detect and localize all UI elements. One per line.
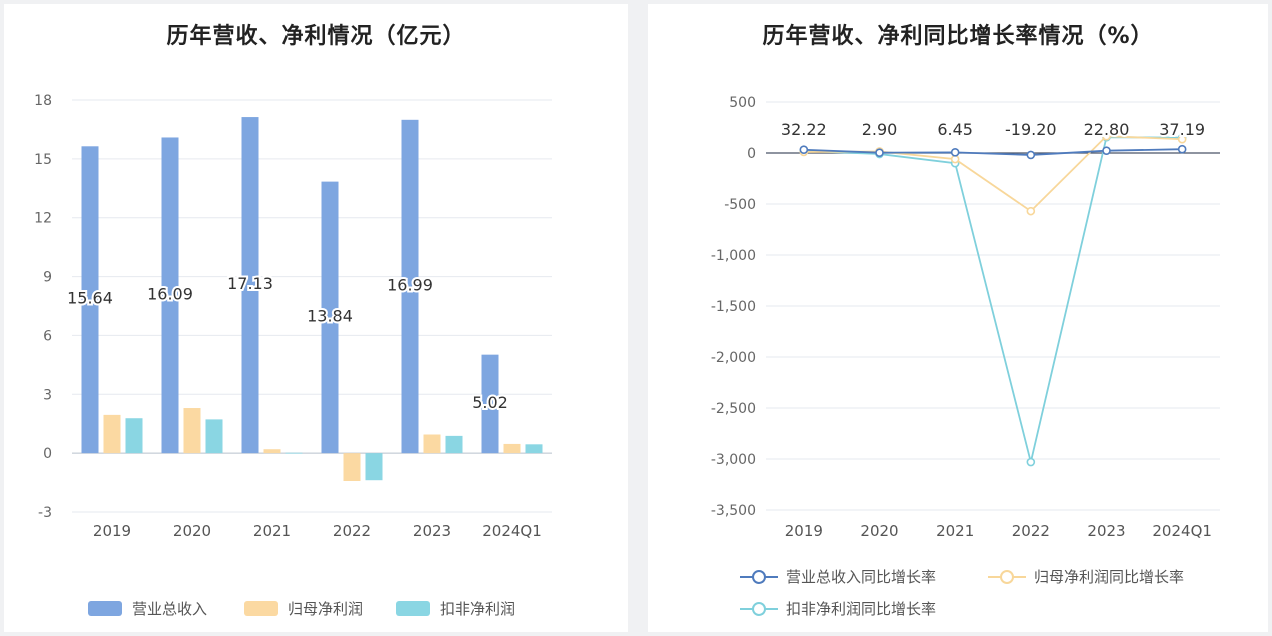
line-point-revenue-growth	[1177, 144, 1187, 154]
bar-y-tick-label: 3	[43, 387, 52, 403]
legend-swatch-net-profit	[244, 601, 278, 616]
line-y-tick-label: -1,000	[711, 248, 756, 264]
bar-x-tick-label: 2024Q1	[482, 522, 542, 540]
line-point-deducted-profit-growth	[1026, 457, 1036, 467]
line-data-label: -19.20	[1005, 120, 1057, 139]
line-point-net-profit-growth	[950, 154, 960, 164]
bar-net-profit	[343, 453, 361, 482]
bar-y-tick-label: -3	[38, 505, 52, 521]
growth-rate-chart-panel: 历年营收、净利同比增长率情况（%） 500 0 -500 -1,000 -1,500 -2…	[648, 4, 1268, 632]
bar-y-tick-label: 15	[34, 152, 52, 168]
bar-y-tick-label: 6	[43, 328, 52, 344]
line-legend-icon-deducted-profit	[740, 601, 778, 616]
bar-net-profit	[423, 434, 441, 454]
legend-item-deducted-profit[interactable]: 扣非净利润	[396, 598, 515, 619]
legend-label-net-profit-growth: 归母净利润同比增长率	[1034, 568, 1185, 586]
bar-x-tick-label: 2021	[253, 522, 291, 540]
bar-deducted-profit	[285, 452, 303, 454]
bar-y-tick-label: 12	[34, 211, 52, 227]
line-point-revenue-growth	[799, 145, 809, 155]
bar-revenue	[81, 146, 99, 454]
bar-deducted-profit	[205, 419, 223, 454]
line-y-tick-label: -3,500	[711, 503, 756, 519]
line-legend-icon-revenue	[740, 569, 778, 584]
line-y-tick-label: -3,000	[711, 452, 756, 468]
line-data-label: 22.80	[1084, 120, 1130, 139]
line-series-net-profit-growth	[803, 135, 1183, 213]
bar-data-label: 16.99	[387, 275, 433, 294]
line-chart-legend: 营业总收入同比增长率 归母净利润同比增长率 扣非净利润同比增长率	[648, 560, 1268, 630]
line-y-tick-label: 500	[729, 95, 756, 111]
bar-net-profit	[103, 414, 121, 454]
line-x-tick-label: 2023	[1087, 522, 1125, 540]
legend-item-net-profit[interactable]: 归母净利润	[244, 598, 363, 619]
line-point-net-profit-growth	[1177, 134, 1187, 144]
bar-x-tick-label: 2023	[413, 522, 451, 540]
bar-net-profit	[263, 449, 281, 454]
legend-label-deducted-profit-growth: 扣非净利润同比增长率	[786, 600, 937, 618]
bar-y-tick-label: 9	[43, 270, 52, 286]
legend-item-net-profit-growth[interactable]: 归母净利润同比增长率	[988, 566, 1184, 587]
bar-data-label: 13.84	[307, 306, 353, 325]
legend-swatch-deducted-profit	[396, 601, 430, 616]
bar-y-tick-label: 0	[43, 446, 52, 462]
legend-item-deducted-profit-growth[interactable]: 扣非净利润同比增长率	[740, 598, 936, 619]
bar-revenue	[321, 181, 339, 454]
bar-chart-legend: 营业总收入 归母净利润 扣非净利润	[4, 594, 628, 624]
legend-item-revenue-growth[interactable]: 营业总收入同比增长率	[740, 566, 936, 587]
legend-label-revenue-growth: 营业总收入同比增长率	[786, 568, 937, 586]
bar-deducted-profit	[445, 435, 463, 454]
bar-deducted-profit	[525, 444, 543, 454]
line-point-revenue-growth	[1026, 150, 1036, 160]
line-data-label: 37.19	[1159, 120, 1205, 139]
bar-data-label: 15.64	[67, 289, 113, 308]
bar-revenue	[241, 117, 259, 454]
line-data-label: 2.90	[862, 120, 898, 139]
line-series-revenue-growth	[803, 148, 1183, 156]
legend-item-revenue[interactable]: 营业总收入	[88, 598, 207, 619]
bar-revenue	[161, 137, 179, 454]
line-chart: 500 0 -500 -1,000 -1,500 -2,000 -2,500 -3,000 -3…	[711, 95, 1220, 540]
bar-deducted-profit	[125, 418, 143, 454]
line-x-tick-label: 2021	[936, 522, 974, 540]
line-chart-title: 历年营收、净利同比增长率情况（%）	[762, 24, 1154, 49]
line-y-tick-label: -2,500	[711, 401, 756, 417]
legend-label-net-profit: 归母净利润	[288, 600, 364, 618]
bar-y-tick-label: 18	[34, 93, 52, 109]
bar-x-tick-label: 2019	[93, 522, 131, 540]
bar-x-tick-label: 2020	[173, 522, 211, 540]
bar-chart-title: 历年营收、净利情况（亿元）	[166, 24, 466, 49]
line-point-revenue-growth	[875, 148, 884, 158]
bar-deducted-profit	[365, 453, 383, 481]
line-data-label: 32.22	[781, 120, 827, 139]
bar-net-profit	[503, 443, 521, 454]
line-point-revenue-growth	[950, 148, 960, 157]
line-x-tick-label: 2020	[860, 522, 898, 540]
line-y-tick-label: 0	[747, 146, 756, 162]
bar-data-label: 5.02	[472, 393, 508, 412]
bar-chart: -3 0 3 6 9 12 15 18 2019 15.64 2020 16.09 2021 17.13 2…	[34, 93, 552, 540]
bar-net-profit	[183, 408, 201, 454]
line-x-tick-label: 2024Q1	[1152, 522, 1212, 540]
legend-swatch-revenue	[88, 601, 122, 616]
bar-revenue	[401, 119, 419, 454]
bar-data-label: 17.13	[227, 274, 273, 293]
line-point-net-profit-growth	[1026, 206, 1036, 216]
legend-label-deducted-profit: 扣非净利润	[440, 600, 516, 618]
revenue-profit-chart-panel: 历年营收、净利情况（亿元） -3 0 3 6 9 12 15 18 2019 15.64 2020 1…	[4, 4, 628, 632]
line-point-net-profit-growth	[1102, 131, 1111, 141]
bar-x-tick-label: 2022	[333, 522, 371, 540]
line-y-tick-label: -1,500	[711, 299, 756, 315]
legend-label-revenue: 营业总收入	[132, 600, 208, 618]
bar-data-label: 16.09	[147, 284, 193, 303]
line-y-tick-label: -500	[724, 197, 756, 213]
line-x-tick-label: 2022	[1012, 522, 1050, 540]
line-y-tick-label: -2,000	[711, 350, 756, 366]
bar-revenue	[481, 354, 499, 454]
line-x-tick-label: 2019	[785, 522, 823, 540]
line-legend-icon-net-profit	[988, 569, 1026, 584]
line-data-label: 6.45	[937, 120, 973, 139]
line-point-revenue-growth	[1102, 146, 1111, 155]
